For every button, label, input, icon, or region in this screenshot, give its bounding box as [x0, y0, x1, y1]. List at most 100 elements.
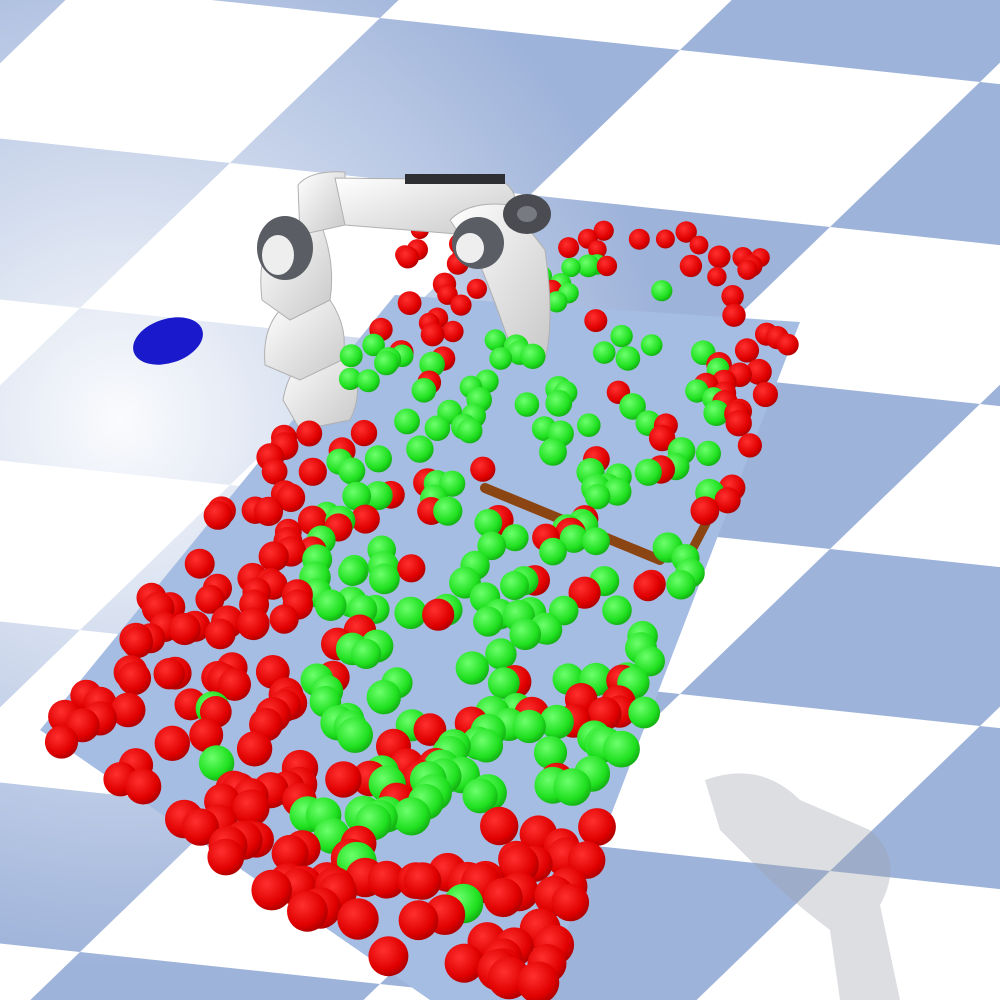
- red-sphere: [593, 220, 614, 241]
- red-sphere: [721, 285, 744, 308]
- robot-shadow: [705, 773, 900, 1000]
- red-sphere: [734, 338, 760, 363]
- red-sphere: [237, 607, 270, 641]
- red-sphere: [397, 554, 426, 583]
- red-sphere: [470, 456, 496, 482]
- red-sphere: [675, 221, 697, 243]
- green-sphere: [520, 343, 546, 369]
- green-sphere: [198, 745, 235, 781]
- green-sphere: [487, 667, 520, 699]
- green-sphere: [474, 509, 503, 537]
- red-sphere: [350, 504, 380, 534]
- red-sphere: [184, 548, 215, 579]
- red-sphere: [189, 718, 224, 752]
- red-sphere: [403, 862, 442, 900]
- green-sphere: [619, 393, 646, 420]
- green-sphere: [651, 280, 673, 302]
- green-sphere: [477, 531, 507, 561]
- green-sphere: [455, 651, 489, 685]
- green-sphere: [392, 797, 431, 836]
- green-sphere: [559, 524, 589, 553]
- green-sphere: [501, 524, 529, 552]
- green-sphere: [666, 570, 696, 600]
- robot-arm: [257, 171, 551, 431]
- red-sphere: [236, 731, 273, 767]
- green-sphere: [592, 341, 616, 364]
- green-sphere: [577, 413, 601, 438]
- green-sphere: [514, 392, 540, 417]
- red-sphere: [714, 487, 741, 514]
- red-sphere: [689, 235, 709, 255]
- green-sphere: [603, 730, 640, 768]
- green-sphere: [484, 329, 507, 351]
- red-sphere: [110, 692, 146, 728]
- red-sphere: [633, 572, 663, 602]
- red-sphere: [466, 278, 487, 299]
- green-sphere: [533, 736, 568, 770]
- red-sphere: [398, 900, 439, 941]
- green-sphere: [615, 346, 641, 371]
- green-sphere: [640, 334, 663, 356]
- green-sphere: [512, 709, 546, 744]
- green-sphere: [351, 638, 382, 670]
- red-sphere: [298, 457, 327, 486]
- red-sphere: [337, 898, 379, 940]
- red-sphere: [480, 806, 519, 846]
- red-sphere: [276, 483, 306, 512]
- green-sphere: [509, 618, 541, 651]
- red-sphere: [737, 259, 758, 280]
- green-sphere: [703, 400, 730, 426]
- red-sphere: [117, 661, 152, 695]
- red-sphere: [271, 834, 309, 872]
- red-sphere: [367, 860, 406, 899]
- robot-wrist-cap: [456, 233, 484, 263]
- red-sphere: [725, 410, 752, 437]
- red-sphere: [232, 789, 270, 827]
- green-sphere: [469, 728, 504, 763]
- red-sphere: [125, 768, 162, 805]
- red-sphere: [261, 458, 288, 485]
- red-sphere: [578, 808, 616, 846]
- red-sphere: [690, 496, 720, 526]
- green-sphere: [342, 481, 372, 511]
- red-sphere: [584, 309, 608, 333]
- green-sphere: [363, 481, 393, 511]
- green-sphere: [546, 291, 568, 313]
- green-sphere: [394, 596, 427, 630]
- red-sphere: [752, 381, 779, 408]
- green-sphere: [473, 606, 504, 637]
- green-sphere: [337, 717, 373, 753]
- red-sphere: [558, 237, 580, 259]
- red-sphere: [422, 598, 455, 631]
- blue-target-disk: [133, 317, 203, 365]
- red-sphere: [679, 254, 703, 278]
- red-sphere: [195, 584, 225, 614]
- red-sphere: [253, 496, 284, 526]
- green-sphere: [406, 435, 434, 463]
- green-sphere: [364, 445, 392, 473]
- red-sphere: [628, 228, 650, 250]
- green-sphere: [603, 477, 632, 506]
- red-sphere: [655, 229, 675, 249]
- red-sphere: [153, 658, 185, 690]
- red-sphere: [568, 576, 601, 609]
- red-sphere: [551, 883, 590, 922]
- green-sphere: [539, 438, 567, 466]
- green-sphere: [582, 527, 610, 556]
- red-sphere: [218, 668, 252, 701]
- green-sphere: [695, 440, 722, 466]
- green-sphere: [610, 324, 633, 348]
- red-sphere: [648, 424, 676, 452]
- green-sphere: [356, 369, 380, 393]
- green-sphere: [561, 257, 581, 278]
- red-sphere: [203, 501, 233, 530]
- green-sphere: [457, 418, 483, 444]
- red-sphere: [745, 358, 772, 385]
- green-sphere: [500, 571, 529, 600]
- green-sphere: [439, 470, 466, 497]
- green-sphere: [369, 563, 400, 595]
- green-sphere: [602, 595, 632, 625]
- red-sphere: [296, 420, 323, 447]
- green-sphere: [314, 589, 347, 621]
